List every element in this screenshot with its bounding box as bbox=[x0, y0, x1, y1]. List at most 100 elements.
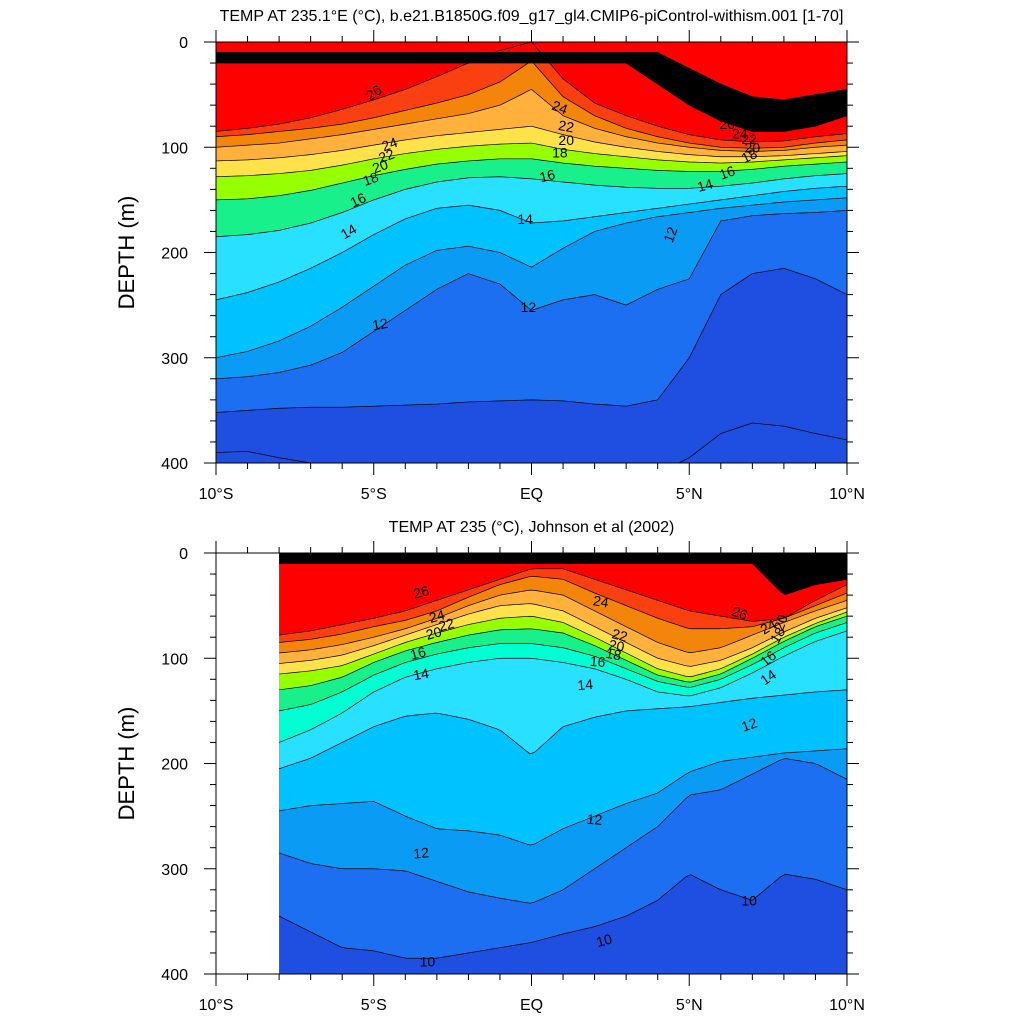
contour-label: 26 bbox=[719, 116, 735, 132]
isotherm-12 bbox=[279, 758, 848, 904]
isotherm-10 bbox=[216, 422, 847, 463]
contour-label: 14 bbox=[577, 676, 594, 693]
contour-label: 22 bbox=[557, 117, 575, 135]
contour-label: 22 bbox=[610, 625, 629, 645]
isotherm-11 bbox=[216, 267, 847, 413]
x-tick-label: 5°S bbox=[361, 997, 387, 1014]
y-axis-label: DEPTH (m) bbox=[114, 707, 139, 821]
isotherm-11 bbox=[279, 873, 848, 959]
isotherm-25 bbox=[279, 576, 848, 643]
contour-label: 24 bbox=[427, 606, 446, 626]
y-tick-label: 300 bbox=[161, 862, 188, 879]
isotherm-26 bbox=[279, 568, 848, 636]
contour-label: 20 bbox=[424, 623, 443, 643]
x-tick-label: 10°S bbox=[199, 997, 234, 1014]
isotherm-16 bbox=[216, 173, 847, 238]
contour-label: 18 bbox=[739, 145, 760, 166]
isotherm-22 bbox=[279, 603, 848, 667]
contour-label: 16 bbox=[589, 653, 606, 670]
filled-contours bbox=[216, 42, 847, 463]
isotherm-26 bbox=[216, 42, 847, 143]
x-tick-label: 10°N bbox=[829, 486, 865, 503]
isotherm-27 bbox=[216, 62, 847, 132]
y-tick-label: 200 bbox=[161, 246, 188, 263]
contour-label: 20 bbox=[608, 636, 626, 654]
contour-label: 12 bbox=[660, 224, 680, 244]
panel-1: 2624222018161412242220181614122624222018… bbox=[114, 8, 865, 503]
isotherm-16 bbox=[279, 622, 848, 712]
contour-label: 18 bbox=[361, 169, 381, 189]
y-tick-label: 100 bbox=[161, 140, 188, 157]
contour-label: 22 bbox=[437, 615, 456, 635]
contour-lines bbox=[279, 563, 848, 974]
contour-label: 18 bbox=[604, 645, 622, 663]
contour-label: 12 bbox=[413, 844, 430, 861]
isotherm-24 bbox=[216, 88, 847, 152]
x-tick-label: 5°S bbox=[361, 486, 387, 503]
contour-label: 10 bbox=[420, 953, 436, 969]
contour-label: 20 bbox=[558, 132, 574, 148]
y-tick-label: 200 bbox=[161, 757, 188, 774]
x-tick-label: EQ bbox=[520, 486, 543, 503]
contour-label: 16 bbox=[408, 643, 427, 663]
y-tick-label: 100 bbox=[161, 651, 188, 668]
y-tick-label: 0 bbox=[179, 546, 188, 563]
contour-label: 16 bbox=[538, 166, 557, 186]
contour-lines bbox=[216, 42, 847, 463]
contour-label: 10 bbox=[594, 931, 613, 951]
isotherm-14 bbox=[279, 689, 848, 770]
isotherm-25 bbox=[216, 60, 847, 149]
x-tick-label: 10°N bbox=[829, 997, 865, 1014]
x-tick-label: 5°N bbox=[676, 997, 703, 1014]
isotherm-14 bbox=[216, 185, 847, 301]
y-tick-label: 300 bbox=[161, 351, 188, 368]
isotherm-13 bbox=[216, 197, 847, 359]
isotherm-15 bbox=[279, 630, 848, 743]
contour-label: 14 bbox=[695, 175, 714, 195]
isotherm-27 bbox=[279, 563, 848, 595]
isotherm-20 bbox=[279, 611, 848, 678]
contour-label: 14 bbox=[338, 221, 360, 243]
isotherm-20 bbox=[216, 142, 847, 178]
contour-label: 14 bbox=[517, 211, 533, 227]
contour-label: 18 bbox=[552, 145, 568, 161]
contour-label: 22 bbox=[741, 131, 757, 147]
contour-label: 14 bbox=[412, 665, 430, 683]
contour-label: 24 bbox=[592, 592, 610, 610]
contour-label: 16 bbox=[348, 189, 369, 210]
panel-2: 2624222016141210242220181614121026242018… bbox=[114, 519, 865, 1014]
chart-title: TEMP AT 235.1°E (°C), b.e21.B1850G.f09_g… bbox=[220, 8, 844, 25]
x-tick-label: EQ bbox=[520, 997, 543, 1014]
contour-label: 12 bbox=[739, 714, 759, 734]
chart-title: TEMP AT 235 (°C), Johnson et al (2002) bbox=[389, 519, 675, 536]
contour-label: 24 bbox=[379, 134, 399, 154]
isotherm-24 bbox=[279, 589, 848, 654]
contour-label: 12 bbox=[586, 811, 603, 828]
contour-label: 20 bbox=[745, 139, 761, 155]
contour-label: 16 bbox=[717, 162, 737, 182]
isotherm-18 bbox=[279, 615, 848, 691]
contour-label: 26 bbox=[730, 603, 750, 623]
contour-label: 10 bbox=[741, 892, 757, 908]
y-tick-label: 400 bbox=[161, 967, 188, 984]
contour-label: 12 bbox=[371, 315, 389, 333]
isotherm-12 bbox=[216, 210, 847, 380]
contour-label: 20 bbox=[771, 612, 791, 632]
band-26 bbox=[279, 553, 848, 636]
contour-label: 12 bbox=[521, 299, 537, 315]
y-tick-label: 400 bbox=[161, 456, 188, 473]
contour-label: 20 bbox=[370, 156, 390, 176]
contour-label: 18 bbox=[767, 624, 789, 646]
band-28 bbox=[216, 42, 847, 100]
contour-label: 24 bbox=[732, 126, 748, 142]
contour-label: 24 bbox=[550, 97, 570, 117]
isotherm-28 bbox=[216, 52, 847, 101]
isotherm-13 bbox=[279, 748, 848, 846]
isotherm-18 bbox=[216, 158, 847, 201]
contour-label: 26 bbox=[411, 582, 430, 602]
x-tick-label: 10°S bbox=[199, 486, 234, 503]
x-tick-label: 5°N bbox=[676, 486, 703, 503]
contour-label: 24 bbox=[757, 616, 779, 638]
